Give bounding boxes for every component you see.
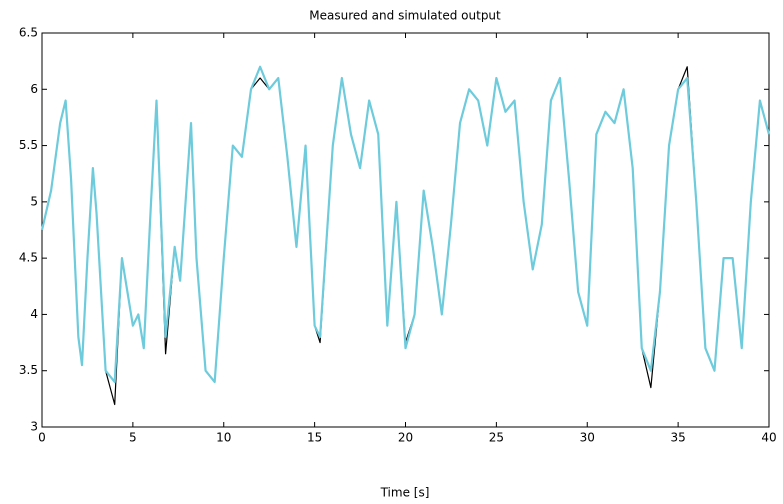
x-tick-label: 10 [216, 431, 231, 445]
y-tick-label: 3.5 [19, 363, 38, 377]
y-tick-label: 6.5 [19, 26, 38, 40]
x-axis-label: Time [s] [380, 486, 430, 500]
series-line [40, 65, 771, 384]
y-tick-label: 5 [30, 194, 38, 208]
y-tick-label: 4 [30, 307, 38, 321]
y-tick-label: 4.5 [19, 251, 38, 265]
plot-frame [41, 32, 770, 428]
x-tick-label: 40 [761, 431, 776, 445]
x-tick-label: 30 [580, 431, 595, 445]
chart-title: Measured and simulated output [309, 9, 501, 23]
y-tick-label: 5.5 [19, 138, 38, 152]
x-tick-label: 5 [129, 431, 137, 445]
x-tick-label: 25 [489, 431, 504, 445]
y-tick-label: 6 [30, 82, 38, 96]
x-tick-label: 20 [398, 431, 413, 445]
x-tick-label: 0 [38, 431, 46, 445]
x-tick-label: 15 [307, 431, 322, 445]
y-tick-label: 3 [30, 420, 38, 434]
series-line [41, 66, 770, 406]
x-tick-label: 35 [670, 431, 685, 445]
